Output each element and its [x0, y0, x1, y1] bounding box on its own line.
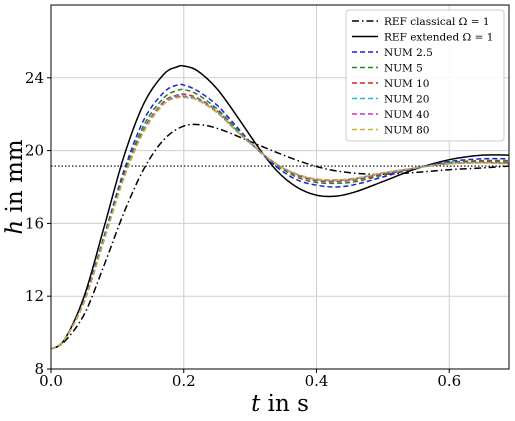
tick-layer: 0.0 0.2 0.4 0.6 8 12 16 20 24 [25, 69, 461, 390]
series-line-2 [50, 83, 510, 350]
y-tick-label: 8 [34, 360, 44, 378]
y-tick-label: 12 [25, 287, 44, 305]
y-tick-label: 16 [25, 214, 44, 232]
legend-label: REF extended Ω = 1 [384, 31, 493, 43]
x-tick-label: 0.4 [305, 372, 329, 390]
legend-items: REF classical Ω = 1 REF extended Ω = 1 NUM… [352, 16, 493, 136]
y-axis-unit: in mm [2, 139, 28, 220]
series-line-0 [50, 123, 510, 350]
legend-label: NUM 20 [384, 93, 430, 105]
plot-frame [50, 4, 510, 370]
x-tick-label: 0.6 [437, 372, 461, 390]
x-axis-variable: t [251, 391, 261, 417]
series-line-1 [50, 64, 510, 350]
legend-box [345, 9, 505, 142]
legend-label: NUM 40 [384, 109, 430, 121]
x-axis-label: t in s [251, 391, 309, 417]
series-layer [50, 64, 510, 350]
legend-label: NUM 10 [384, 78, 430, 90]
legend-label: NUM 80 [384, 124, 430, 136]
y-tick-label: 24 [25, 69, 44, 87]
x-axis-unit: in s [260, 391, 309, 417]
series-line-7 [50, 96, 510, 350]
legend-label: REF classical Ω = 1 [384, 16, 490, 28]
legend-label: NUM 2.5 [384, 47, 433, 59]
y-axis-label: h in mm [2, 139, 28, 234]
x-tick-label: 0.2 [172, 372, 196, 390]
x-tick-label: 0.0 [39, 372, 63, 390]
y-axis-variable: h [2, 220, 28, 235]
legend: REF classical Ω = 1 REF extended Ω = 1 NUM… [345, 9, 505, 142]
y-tick-label: 20 [25, 142, 44, 160]
legend-label: NUM 5 [384, 62, 423, 74]
